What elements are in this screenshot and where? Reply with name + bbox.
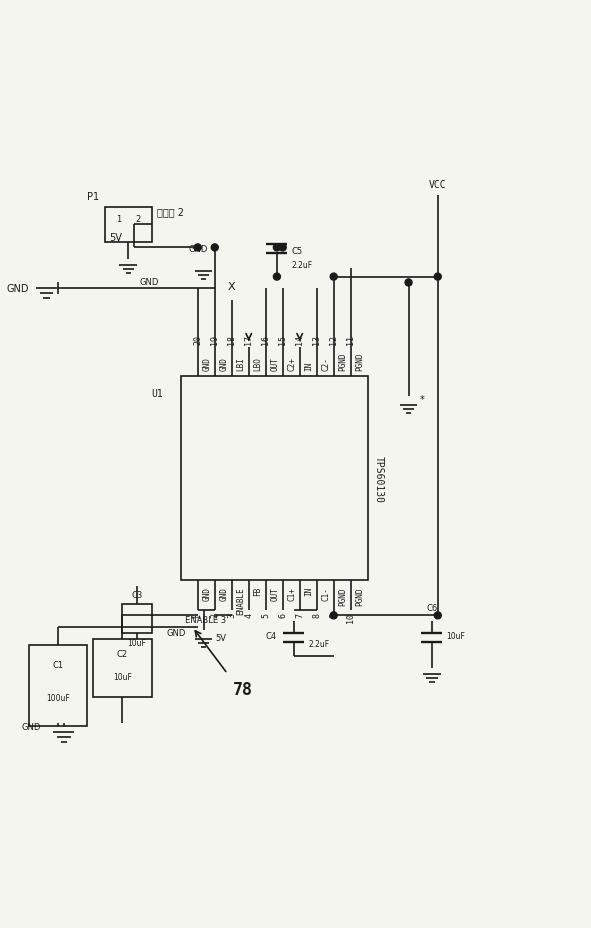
Text: X: X bbox=[228, 282, 236, 292]
Text: 1: 1 bbox=[116, 215, 122, 224]
Text: 5: 5 bbox=[261, 612, 270, 618]
Text: 10uF: 10uF bbox=[113, 673, 132, 681]
Text: 7: 7 bbox=[296, 612, 304, 618]
Text: C4: C4 bbox=[265, 632, 277, 640]
Circle shape bbox=[330, 612, 337, 619]
Circle shape bbox=[279, 245, 286, 251]
Text: 1: 1 bbox=[193, 612, 202, 618]
Circle shape bbox=[405, 279, 412, 287]
Text: P1: P1 bbox=[87, 191, 99, 201]
Text: PGND: PGND bbox=[355, 586, 365, 605]
Text: GND: GND bbox=[219, 356, 229, 370]
Text: VCC: VCC bbox=[429, 180, 447, 190]
Text: 18: 18 bbox=[228, 334, 236, 344]
Text: ヘッダ 2: ヘッダ 2 bbox=[157, 207, 184, 217]
Text: TPS60130: TPS60130 bbox=[374, 455, 384, 502]
Text: IN: IN bbox=[304, 361, 313, 370]
Circle shape bbox=[274, 274, 280, 281]
Text: GND: GND bbox=[167, 628, 186, 638]
Text: 20: 20 bbox=[193, 334, 202, 344]
Text: 100uF: 100uF bbox=[46, 693, 70, 702]
Text: GND: GND bbox=[21, 722, 41, 731]
Text: PGND: PGND bbox=[339, 352, 348, 370]
Text: GND: GND bbox=[140, 277, 159, 287]
Text: 9: 9 bbox=[329, 612, 338, 618]
Text: C1-: C1- bbox=[322, 586, 330, 600]
Text: 13: 13 bbox=[312, 334, 321, 344]
Circle shape bbox=[194, 245, 202, 251]
Text: C6: C6 bbox=[426, 604, 437, 612]
Text: 16: 16 bbox=[261, 334, 270, 344]
Circle shape bbox=[434, 612, 441, 619]
Text: 15: 15 bbox=[278, 334, 287, 344]
Text: 2.2uF: 2.2uF bbox=[309, 639, 330, 648]
Text: OUT: OUT bbox=[271, 356, 280, 370]
Text: C1+: C1+ bbox=[287, 586, 297, 600]
Text: GND: GND bbox=[203, 586, 212, 600]
Text: 11: 11 bbox=[346, 334, 355, 344]
Text: ENABLE: ENABLE bbox=[236, 586, 245, 614]
Text: PGND: PGND bbox=[355, 352, 365, 370]
Text: 78: 78 bbox=[233, 680, 254, 698]
Text: 14: 14 bbox=[296, 334, 304, 344]
Text: LBI: LBI bbox=[236, 356, 245, 370]
Text: GND: GND bbox=[219, 586, 229, 600]
Text: 5V: 5V bbox=[109, 232, 122, 242]
Text: 10: 10 bbox=[346, 612, 355, 623]
Text: 5V: 5V bbox=[215, 633, 226, 642]
Text: 2.2uF: 2.2uF bbox=[291, 261, 313, 270]
Text: GND: GND bbox=[188, 245, 207, 254]
Circle shape bbox=[274, 245, 280, 251]
Text: 6: 6 bbox=[278, 612, 287, 618]
Text: C3: C3 bbox=[131, 590, 142, 599]
Text: GND: GND bbox=[7, 284, 29, 294]
Text: 3: 3 bbox=[228, 612, 236, 618]
Text: PGND: PGND bbox=[339, 586, 348, 605]
Text: 17: 17 bbox=[244, 334, 253, 344]
Text: FB: FB bbox=[254, 586, 262, 596]
Circle shape bbox=[434, 274, 441, 281]
Text: 19: 19 bbox=[210, 334, 219, 344]
Text: 4: 4 bbox=[244, 612, 253, 618]
Circle shape bbox=[211, 245, 218, 251]
Text: 8: 8 bbox=[312, 612, 321, 618]
Text: LBO: LBO bbox=[254, 356, 262, 370]
Text: OUT: OUT bbox=[271, 586, 280, 600]
Bar bbox=[93, 639, 151, 697]
Text: IN: IN bbox=[304, 586, 313, 596]
Text: ENABLE 3: ENABLE 3 bbox=[185, 615, 226, 625]
Bar bbox=[29, 645, 87, 727]
Bar bbox=[181, 377, 368, 581]
Text: C1: C1 bbox=[53, 661, 64, 670]
Text: *: * bbox=[420, 394, 425, 405]
Circle shape bbox=[330, 274, 337, 281]
Text: 12: 12 bbox=[329, 334, 338, 344]
Text: 2: 2 bbox=[135, 215, 140, 224]
Text: U1: U1 bbox=[151, 388, 163, 398]
Text: 2: 2 bbox=[210, 612, 219, 618]
Text: C2+: C2+ bbox=[287, 356, 297, 370]
Text: 10uF: 10uF bbox=[128, 638, 147, 647]
Text: 10uF: 10uF bbox=[447, 632, 465, 640]
Text: C2-: C2- bbox=[322, 356, 330, 370]
Bar bbox=[105, 207, 151, 242]
Text: C2: C2 bbox=[117, 649, 128, 658]
Text: C5: C5 bbox=[291, 247, 303, 255]
Text: GND: GND bbox=[203, 356, 212, 370]
Bar bbox=[122, 604, 151, 633]
